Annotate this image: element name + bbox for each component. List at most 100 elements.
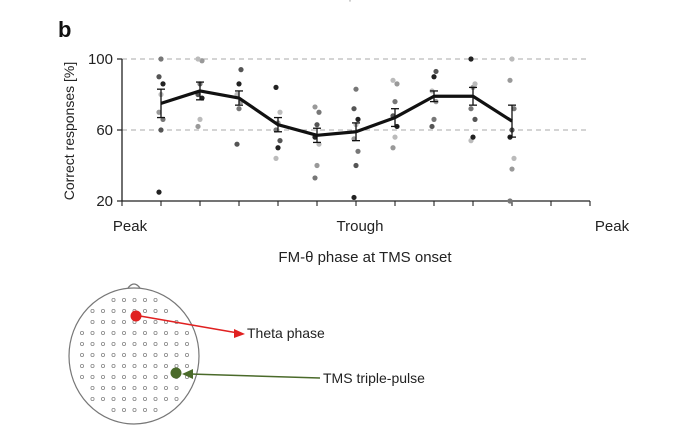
subject-point	[472, 81, 478, 87]
electrode	[111, 396, 116, 401]
subject-point	[277, 109, 283, 115]
subject-point	[507, 198, 513, 204]
electrode	[90, 330, 95, 335]
tms-triple-pulse-label: TMS triple-pulse	[323, 370, 425, 386]
electrode	[142, 407, 147, 412]
electrode	[111, 319, 116, 324]
electrode	[142, 319, 147, 324]
electrode-grid	[80, 297, 189, 412]
electrode	[142, 297, 147, 302]
subject-point	[195, 123, 201, 130]
subject-point	[277, 138, 283, 144]
electrode	[153, 319, 158, 324]
subject-point	[314, 162, 320, 169]
subject-point	[509, 56, 515, 62]
electrode	[142, 363, 147, 368]
electrode	[122, 330, 127, 335]
electrode	[132, 374, 137, 379]
theta-arrowhead	[234, 329, 245, 338]
subject-point	[158, 127, 164, 133]
mean-line	[160, 89, 513, 137]
tms-arrowhead	[182, 369, 193, 379]
subject-point	[353, 162, 359, 169]
electrode	[122, 385, 127, 390]
subject-point	[234, 91, 240, 98]
electrode	[101, 363, 106, 368]
electrode	[132, 341, 137, 346]
subject-point	[431, 74, 437, 80]
electrode	[132, 330, 137, 335]
theta-arrow	[139, 315, 239, 334]
electrode	[142, 341, 147, 346]
electrode	[184, 352, 189, 357]
electrode	[163, 308, 168, 313]
electrode	[142, 396, 147, 401]
y-ticks: 20 60 100	[88, 51, 122, 210]
subject-point	[273, 84, 279, 90]
subject-point	[156, 189, 162, 195]
subject-point	[394, 81, 400, 87]
electrode	[153, 297, 158, 302]
electrode	[174, 396, 179, 401]
electrode	[90, 385, 95, 390]
subject-point	[312, 104, 318, 110]
subject-points	[156, 56, 517, 204]
electrode	[111, 308, 116, 313]
electrode	[122, 308, 127, 313]
electrode	[163, 385, 168, 390]
electrode	[122, 363, 127, 368]
y-tick-label: 20	[96, 193, 113, 210]
scalp-outline	[68, 287, 200, 425]
electrode	[111, 352, 116, 357]
subject-point	[316, 109, 322, 115]
electrode	[142, 385, 147, 390]
electrode	[132, 396, 137, 401]
electrode	[111, 341, 116, 346]
electrode	[153, 330, 158, 335]
electrode	[153, 396, 158, 401]
head-electrode-diagram: Theta phase TMS triple-pulse	[68, 283, 425, 425]
electrode	[90, 363, 95, 368]
subject-point	[355, 116, 361, 122]
electrode	[101, 385, 106, 390]
electrode	[122, 319, 127, 324]
theta-electrode-marker	[130, 310, 142, 322]
subject-point	[472, 116, 478, 122]
subject-point	[351, 194, 357, 201]
subject-point	[156, 109, 162, 115]
subject-point	[353, 86, 359, 92]
subject-point	[275, 145, 281, 151]
x-tick-label: Trough	[337, 218, 384, 235]
electrode	[90, 341, 95, 346]
electrode	[132, 297, 137, 302]
electrode	[184, 330, 189, 335]
electrode	[111, 330, 116, 335]
electrode	[101, 308, 106, 313]
subject-point	[314, 122, 320, 128]
electrode	[142, 330, 147, 335]
electrode	[90, 396, 95, 401]
subject-point	[433, 68, 439, 75]
x-ticks	[121, 201, 591, 206]
electrode	[153, 308, 158, 313]
subject-point	[234, 141, 240, 147]
electrode	[163, 352, 168, 357]
subject-point	[392, 134, 398, 140]
electrode	[184, 363, 189, 368]
subject-point	[390, 145, 396, 151]
x-axis-label: FM-θ phase at TMS onset	[278, 249, 452, 266]
electrode	[174, 341, 179, 346]
electrode	[80, 374, 85, 379]
y-tick-label: 100	[88, 51, 113, 68]
electrode	[132, 363, 137, 368]
subject-point	[197, 116, 203, 122]
electrode	[90, 374, 95, 379]
subject-point	[507, 77, 513, 83]
electrode	[111, 297, 116, 302]
electrode	[101, 374, 106, 379]
electrode	[90, 308, 95, 313]
panel-label: b	[58, 17, 71, 42]
electrode	[90, 352, 95, 357]
electrode	[101, 319, 106, 324]
electrode	[132, 385, 137, 390]
